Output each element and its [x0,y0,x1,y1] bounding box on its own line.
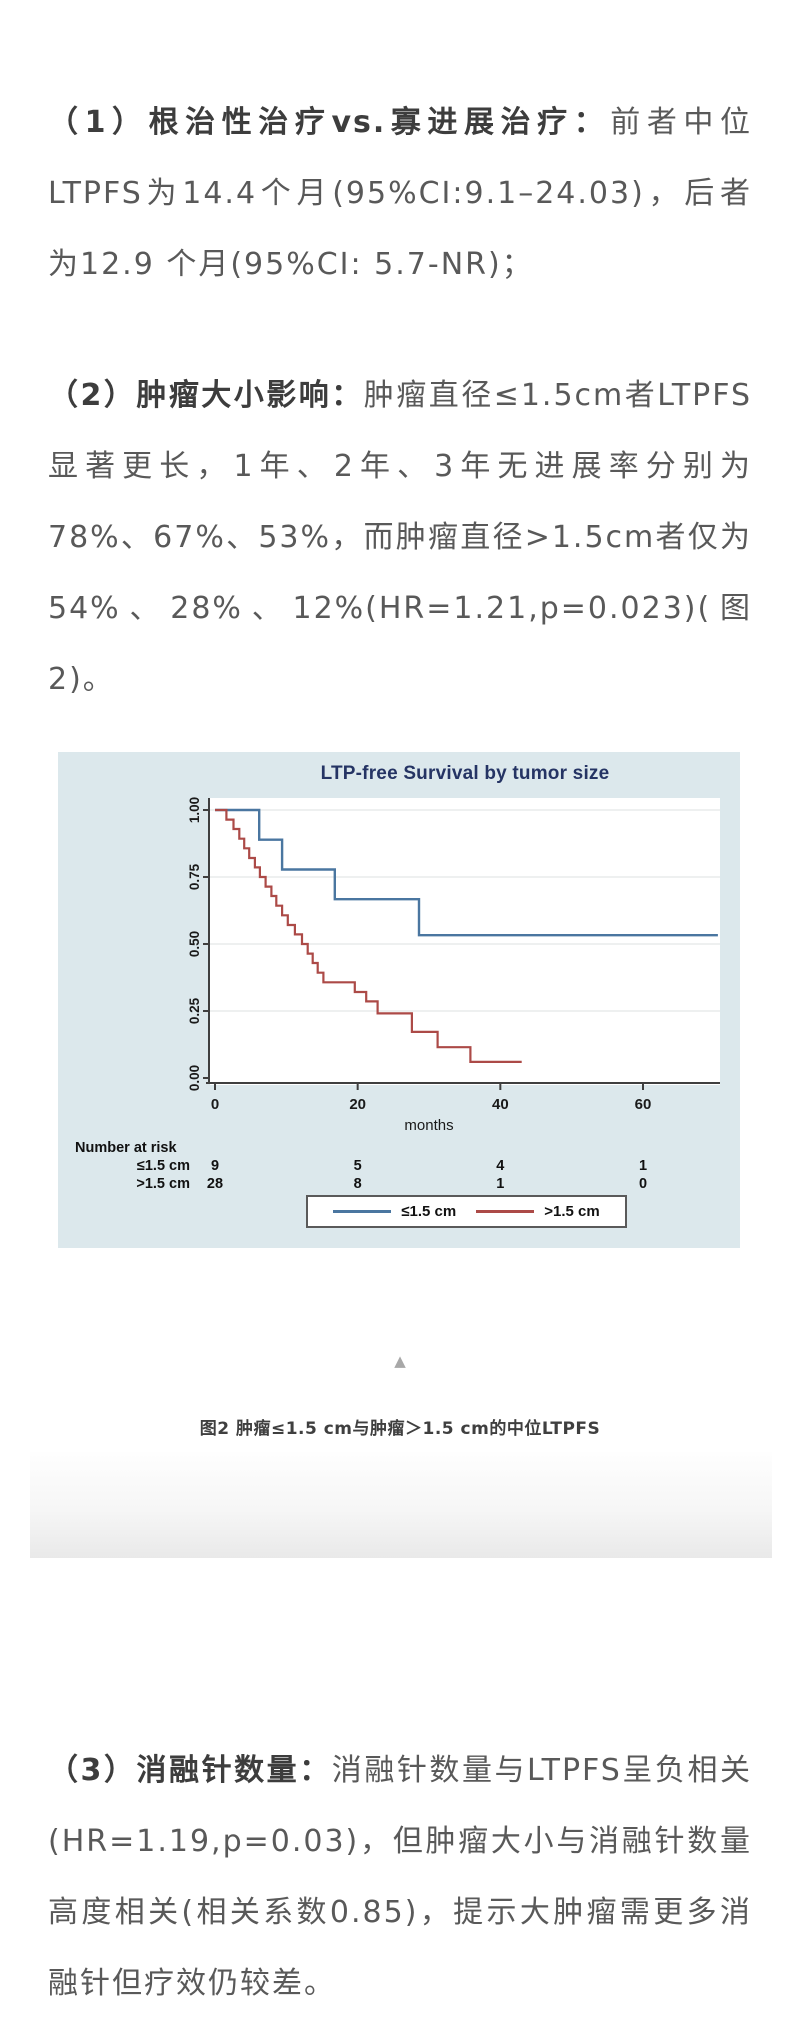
risk-row-label: ≤1.5 cm [137,1158,190,1174]
km-chart-svg: 1.000.750.500.250.000 20 40 60monthsNumber … [75,797,720,1192]
x-axis-label: months [404,1117,453,1134]
risk-value: 5 [354,1158,362,1174]
paragraph-1-body: 前者中位LTPFS为14.4个月(95%CI:9.1–24.03)，后者为12.… [48,105,753,282]
legend-label: ≤1.5 cm [401,1203,457,1220]
figure-caption: 图2 肿瘤≤1.5 cm与肿瘤＞1.5 cm的中位LTPFS [199,1419,601,1439]
legend-line-swatch [476,1210,535,1213]
y-tick-label: 1.00 [187,797,202,823]
y-tick-label: 0.25 [187,997,202,1024]
x-tick-label: 0 [211,1096,219,1113]
paragraph-1-lead: （1）根治性治疗vs.寡进展治疗： [48,105,611,140]
y-tick-label: 0.00 [187,1065,202,1091]
legend-item-2: >1.5 cm [476,1203,600,1220]
risk-value: 4 [496,1158,504,1174]
paragraph-1: （1）根治性治疗vs.寡进展治疗：前者中位LTPFS为14.4个月(95%CI:… [48,87,752,300]
y-tick-label: 0.50 [187,931,202,957]
chart-title: LTP-free Survival by tumor size [320,763,610,784]
km-curve-1 [215,808,718,937]
x-tick-label: 20 [349,1096,366,1113]
risk-table-title: Number at risk [75,1140,177,1156]
risk-value: 0 [639,1176,647,1192]
paragraph-3-body: 消融针数量与LTPFS呈负相关(HR=1.19,p=0.03)，但肿瘤大小与消融… [48,1753,752,2001]
legend-label: >1.5 cm [544,1203,600,1220]
paragraph-3: （3）消融针数量：消融针数量与LTPFS呈负相关(HR=1.19,p=0.03)… [48,1735,752,2019]
paragraph-2-lead: （2）肿瘤大小影响： [48,378,364,413]
km-curve-2 [215,808,522,1063]
chart-legend: ≤1.5 cm >1.5 cm [306,1195,627,1228]
fade-gradient-band [30,1452,772,1558]
risk-value: 8 [354,1176,362,1192]
paragraph-3-lead: （3）消融针数量： [48,1753,332,1788]
plot-area [210,798,720,1085]
figure-chart-card: LTP-free Survival by tumor size 1.00 0.75… [58,752,740,1248]
collapse-triangle-icon[interactable]: ▲ [394,1352,406,1370]
risk-value: 1 [639,1158,647,1174]
risk-value: 28 [207,1176,223,1192]
paragraph-2: （2）肿瘤大小影响：肿瘤直径≤1.5cm者LTPFS显著更长，1年、2年、3年无… [48,360,752,715]
risk-value: 9 [211,1158,219,1174]
x-tick-label: 60 [635,1096,652,1113]
risk-value: 1 [496,1176,504,1192]
legend-line-swatch [333,1210,392,1213]
paragraph-2-body: 肿瘤直径≤1.5cm者LTPFS显著更长，1年、2年、3年无进展率分别为78%、… [48,378,753,697]
x-tick-label: 40 [492,1096,509,1113]
risk-row-label: >1.5 cm [136,1176,190,1192]
y-tick-label: 0.75 [187,863,202,890]
legend-item-1: ≤1.5 cm [333,1203,456,1220]
